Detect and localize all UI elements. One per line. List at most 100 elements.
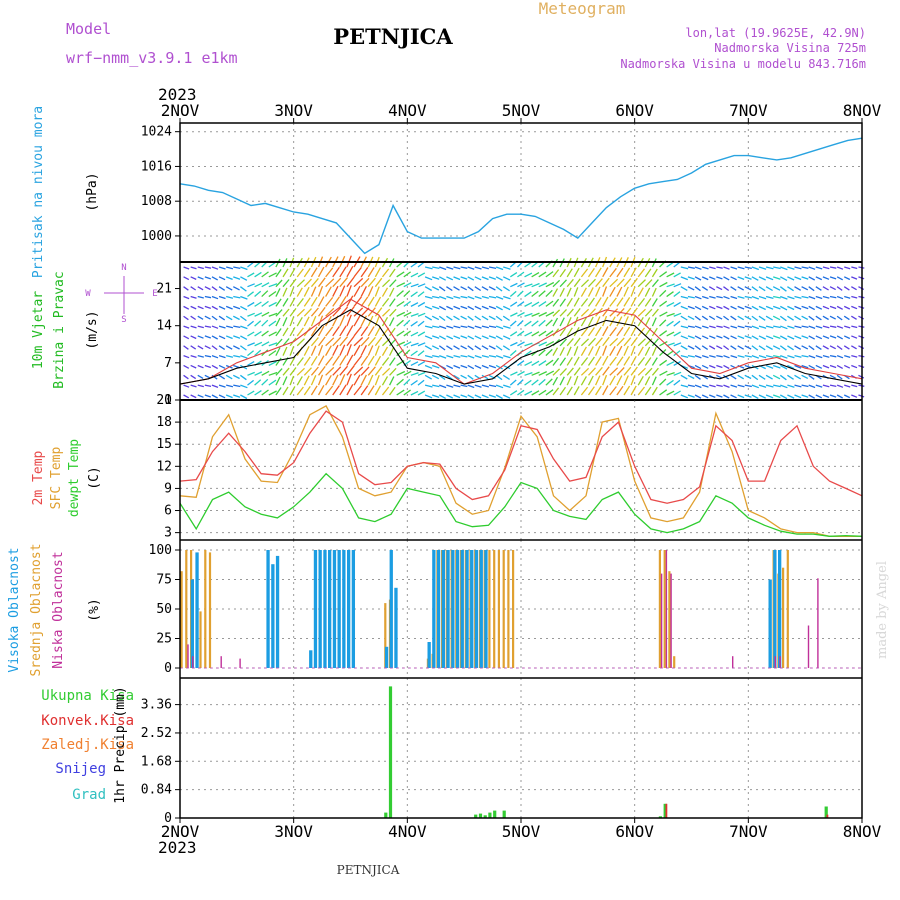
wind-barb [524,312,533,317]
wind-barb [332,355,340,366]
cloud-low-bar [220,656,222,668]
wind-barb [524,302,533,307]
wind-barb [723,374,730,380]
wind-barb [844,266,851,270]
wind-barb [268,272,277,278]
wind-barb [545,300,554,307]
wind-barb [424,266,433,270]
wind-barb [268,342,278,347]
tick-label-y: 3.36 [141,698,172,713]
wind-barb [190,354,197,359]
wind-barb [765,335,774,340]
wind-barb [424,384,433,388]
wind-barb [573,375,579,386]
wind-barb [580,346,587,356]
wind-barb [723,394,730,399]
wind-barb [836,355,844,359]
wind-barb [204,325,212,328]
wind-barb [225,286,233,291]
wind-barb [353,344,361,356]
cloud-high-bar [328,550,332,668]
cloud-high-bar [451,550,455,668]
wind-barb [502,364,511,370]
wind-barb [410,302,419,307]
wind-barb [801,315,809,320]
wind-barb [531,290,539,298]
wind-barb [737,305,745,310]
wind-barb [815,276,823,281]
wind-barb [723,266,730,270]
wind-barb [609,286,616,297]
wind-barb [204,295,212,299]
wind-barb [424,325,433,329]
wind-barb [275,368,283,376]
wind-barb [460,345,467,350]
wind-barb [609,267,617,278]
wind-barb [382,308,391,317]
wind-barb [794,335,802,340]
wind-barb [381,376,389,386]
wind-barb [240,295,248,300]
wind-barb [822,364,830,369]
ylabel-wind-unit: (m/s) [85,310,100,349]
wind-barb [268,350,277,357]
wind-barb [467,315,474,321]
wind-barb [211,295,219,300]
wind-barb [232,315,240,321]
wind-barb [666,302,675,307]
wind-barb [481,305,489,310]
wind-barb [275,338,283,347]
wind-barb [481,374,489,380]
wind-barb [254,379,262,386]
precip-total-bar [658,816,662,818]
wind-barb [396,311,406,317]
wind-barb [531,320,539,327]
wind-barb [531,379,539,386]
tick-label-y: 1016 [141,159,172,174]
wind-barb [403,370,412,376]
wind-barb [275,357,282,366]
wind-barb [687,325,695,329]
wind-barb [481,325,489,329]
wind-barb [723,384,730,389]
wind-barb [303,297,311,307]
wind-barb [332,296,340,307]
wind-barb [573,297,580,307]
wind-barb [446,335,454,340]
wind-barb [516,290,524,298]
wind-barb [204,335,212,339]
wind-barb [453,286,460,291]
wind-barb [730,335,737,340]
wind-barb [552,309,561,317]
wind-barb [410,272,419,278]
wind-barb [517,360,525,366]
wind-barb [787,266,795,270]
wind-barb [360,326,369,337]
wind-barb [197,305,204,310]
wind-barb [524,261,532,268]
wind-barb [829,384,837,388]
wind-barb [510,312,518,317]
wind-barb [261,319,269,327]
wind-barb [502,394,511,399]
wind-barb [858,286,865,290]
wind-barb [673,331,681,337]
wind-barb [545,271,554,278]
wind-barb [538,311,547,317]
wind-barb [602,326,609,337]
wind-barb [353,326,362,337]
wind-barb [381,357,390,366]
wind-barb [779,394,788,400]
wind-barb [651,279,659,288]
wind-barb [787,394,795,399]
wind-barb [666,390,675,396]
wind-barb [716,305,723,310]
cloud-high-bar [465,550,469,668]
wind-barb [680,305,689,310]
wind-barb [417,331,426,337]
wind-barb [524,390,533,396]
wind-barb [509,272,518,278]
wind-barb [367,385,375,396]
wind-barb [694,325,702,330]
wind-barb [183,276,190,281]
